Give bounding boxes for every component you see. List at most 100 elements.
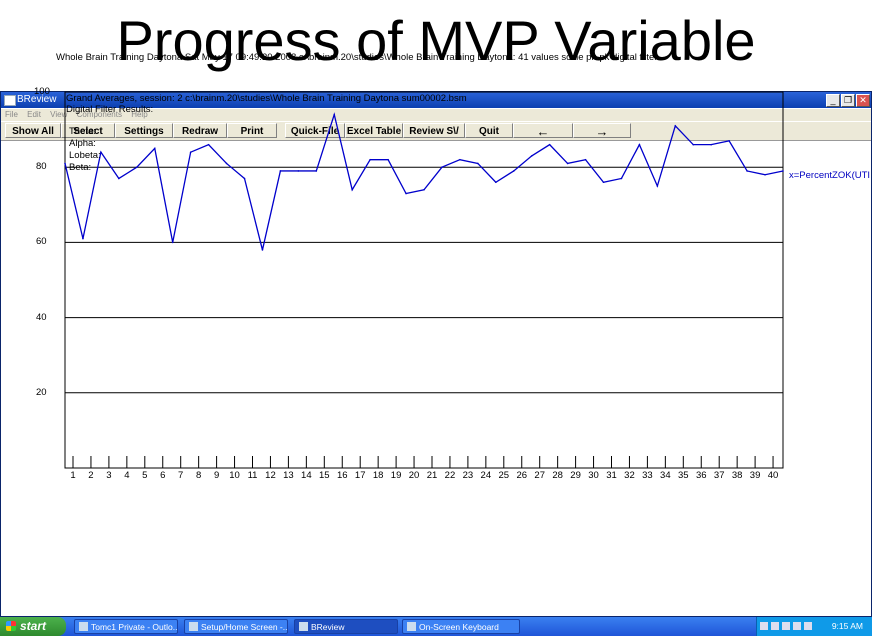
tray-icon[interactable] xyxy=(760,622,768,630)
toolbar: Show All Select Settings Redraw Print Qu… xyxy=(1,122,871,141)
data-point-21 xyxy=(441,166,443,168)
x-tick-label-31: 31 xyxy=(606,470,617,481)
taskbar: start Tomc1 Private - Outlo... Setup/Hom… xyxy=(0,617,872,636)
data-point-33 xyxy=(656,185,659,187)
close-button[interactable]: ✕ xyxy=(856,94,870,107)
start-button[interactable]: start xyxy=(0,617,66,636)
series-line xyxy=(64,112,784,251)
task-label: On-Screen Keyboard xyxy=(419,622,499,632)
data-point-37 xyxy=(728,140,730,142)
band-beta: Beta: xyxy=(69,162,92,173)
task-setup-home[interactable]: Setup/Home Screen -... xyxy=(184,619,288,634)
data-point-25 xyxy=(512,170,515,172)
data-point-26 xyxy=(530,155,533,157)
outlook-icon xyxy=(79,622,88,631)
x-tick-label-32: 32 xyxy=(624,470,635,481)
tray-icon[interactable] xyxy=(771,622,779,630)
data-point-28 xyxy=(566,162,569,165)
data-point-16 xyxy=(351,188,354,191)
x-tick-label-15: 15 xyxy=(319,470,330,481)
band-labels: Theta: Alpha: Lobeta: Beta: xyxy=(69,126,101,174)
menu-help[interactable]: Help xyxy=(131,110,148,119)
data-point-30 xyxy=(602,181,605,184)
x-tick-label-21: 21 xyxy=(427,470,438,481)
window-title: BReview xyxy=(17,94,57,105)
x-tick-label-38: 38 xyxy=(732,470,743,481)
data-point-23 xyxy=(477,162,479,165)
data-point-39 xyxy=(764,173,766,176)
x-tick-label-22: 22 xyxy=(445,470,456,481)
data-point-19 xyxy=(405,192,407,195)
app-icon xyxy=(299,622,308,631)
quit-button[interactable]: Quit xyxy=(465,123,513,138)
keyboard-icon xyxy=(407,622,416,631)
task-label: Tomc1 Private - Outlo... xyxy=(91,622,178,632)
task-outlook[interactable]: Tomc1 Private - Outlo... xyxy=(74,619,178,634)
data-point-4 xyxy=(136,166,138,168)
menu-components[interactable]: Components xyxy=(76,110,122,119)
x-tick-label-20: 20 xyxy=(409,470,420,481)
x-tick-label-25: 25 xyxy=(499,470,510,481)
menu-edit[interactable]: Edit xyxy=(27,110,41,119)
minimize-button[interactable]: _ xyxy=(826,94,840,107)
line-chart: 1 2 3 4 5 6 7 8 9 10 11 12 13 14 15 16 17 18 19 20 21 22 23 24 2… xyxy=(64,91,784,481)
data-point-32 xyxy=(638,143,641,146)
x-tick-label-13: 13 xyxy=(283,470,294,481)
show-all-button[interactable]: Show All xyxy=(5,123,61,138)
header-info-line: Whole Brain Training Daytona Sat May 17 … xyxy=(56,52,658,63)
clock: 9:15 AM xyxy=(831,621,863,631)
print-button[interactable]: Print xyxy=(227,123,277,138)
tray-icon[interactable] xyxy=(793,622,801,630)
data-point-11 xyxy=(261,249,264,251)
excel-table-button[interactable]: Excel Table xyxy=(345,123,403,138)
data-point-7 xyxy=(189,151,192,153)
x-tick-label-19: 19 xyxy=(391,470,402,481)
data-point-12 xyxy=(279,170,282,172)
data-point-24 xyxy=(495,181,497,184)
forward-arrow-button[interactable]: → xyxy=(573,123,631,139)
data-point-2 xyxy=(100,151,102,153)
data-point-40 xyxy=(782,170,784,172)
series-label: x=PercentZOK(UTI xyxy=(789,170,871,181)
tray-icon[interactable] xyxy=(782,622,790,630)
menu-file[interactable]: File xyxy=(5,110,18,119)
y-tick-label-20: 20 xyxy=(36,386,47,398)
x-tick-label-18: 18 xyxy=(373,470,384,481)
y-tick-label-80: 80 xyxy=(36,161,47,173)
settings-button[interactable]: Settings xyxy=(115,123,173,138)
slide-title: Progress of MVP Variable xyxy=(116,9,756,72)
x-tick-label-34: 34 xyxy=(660,470,671,481)
browser-icon xyxy=(189,622,198,631)
data-point-15 xyxy=(333,113,336,116)
data-point-6 xyxy=(171,241,174,244)
x-tick-label-4: 4 xyxy=(124,470,129,481)
data-point-36 xyxy=(710,143,712,146)
x-tick-label-29: 29 xyxy=(570,470,581,481)
x-tick-label-27: 27 xyxy=(534,470,545,481)
chart-x-tick-labels: 1 2 3 4 5 6 7 8 9 10 11 12 13 14 15 16 17 18 19 20 21 22 23 24 2… xyxy=(70,470,778,481)
x-tick-label-24: 24 xyxy=(481,470,492,481)
x-tick-label-6: 6 xyxy=(160,470,165,481)
grand-averages-line: Grand Averages, session: 2 c:\brainm.20\… xyxy=(66,93,467,104)
data-point-22 xyxy=(459,158,461,161)
task-onscreen-keyboard[interactable]: On-Screen Keyboard xyxy=(402,619,520,634)
menu-view[interactable]: View xyxy=(50,110,68,119)
redraw-button[interactable]: Redraw xyxy=(173,123,227,138)
x-tick-label-14: 14 xyxy=(301,470,312,481)
back-arrow-button[interactable]: ← xyxy=(513,123,573,139)
select-button[interactable]: Select xyxy=(61,123,115,138)
grand-averages-text: Grand Averages, session: 2 c:\brainm.20\… xyxy=(66,93,467,115)
restore-button[interactable]: ❐ xyxy=(841,94,855,107)
data-point-38 xyxy=(746,170,748,172)
volume-icon[interactable] xyxy=(804,622,812,630)
x-tick-label-16: 16 xyxy=(337,470,348,481)
window-titlebar[interactable]: BReview _ ❐ ✕ xyxy=(1,92,871,108)
x-tick-label-28: 28 xyxy=(552,470,563,481)
data-point-3 xyxy=(118,177,120,180)
data-point-27 xyxy=(548,143,551,146)
task-breview[interactable]: BReview xyxy=(294,619,398,634)
x-tick-label-1: 1 xyxy=(70,470,75,481)
chart-gridlines xyxy=(65,166,783,394)
data-point-18 xyxy=(387,158,389,161)
review-sw-button[interactable]: Review S\/ xyxy=(403,123,465,138)
